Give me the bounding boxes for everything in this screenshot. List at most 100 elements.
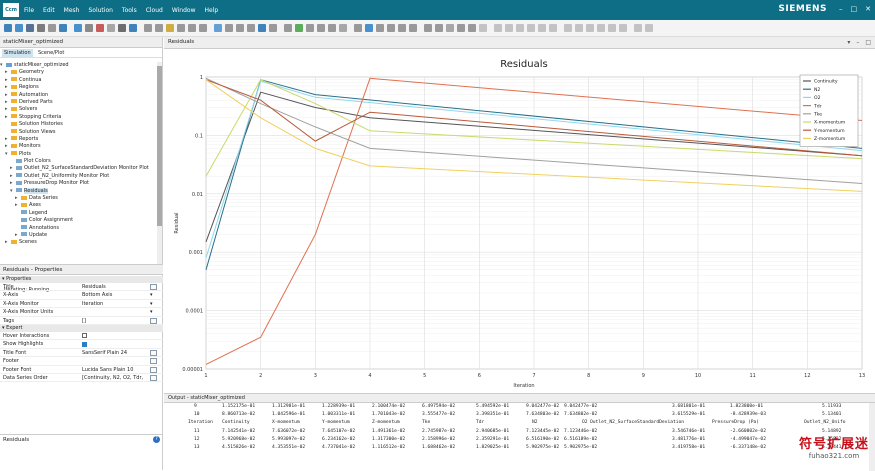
tree-item-monitors[interactable]: ▸ Monitors — [0, 143, 157, 150]
toolbar-button-icon[interactable] — [619, 24, 627, 32]
chevron-icon[interactable]: ▸ — [10, 165, 13, 172]
toolbar-button-icon[interactable] — [505, 24, 513, 32]
chevron-icon[interactable]: ▸ — [5, 113, 8, 120]
menu-item-file[interactable]: File — [24, 6, 35, 14]
toolbar-button-icon[interactable] — [564, 24, 572, 32]
toolbar-button-icon[interactable] — [85, 24, 93, 32]
property-value[interactable]: [] — [82, 317, 86, 324]
toolbar-button-icon[interactable] — [188, 24, 196, 32]
tree-item-outlet-n2-uniformity-monitor-plot[interactable]: ▸ Outlet_N2_Uniformity Monitor Plot — [0, 173, 157, 180]
property-value[interactable]: Bottom Axis — [82, 292, 113, 299]
maximize-view-icon[interactable]: □ — [865, 39, 871, 46]
toolbar-button-icon[interactable] — [177, 24, 185, 32]
property-row[interactable]: X-Axis Monitor Units ▾ — [0, 308, 163, 317]
chevron-icon[interactable]: ▸ — [5, 135, 8, 142]
menu-item-mesh[interactable]: Mesh — [63, 6, 80, 14]
toolbar-button-icon[interactable] — [387, 24, 395, 32]
chevron-icon[interactable]: ▸ — [5, 76, 8, 83]
toolbar-button-icon[interactable] — [516, 24, 524, 32]
toolbar-button-icon[interactable] — [457, 24, 465, 32]
chevron-icon[interactable]: ▸ — [15, 202, 18, 209]
toolbar-button-icon[interactable] — [295, 24, 303, 32]
ellipsis-button[interactable] — [150, 284, 157, 290]
chevron-icon[interactable]: ▸ — [5, 143, 8, 150]
tree-item-annotations[interactable]: Annotations — [0, 225, 157, 232]
menu-item-window[interactable]: Window — [171, 6, 196, 14]
help-icon[interactable]: ? — [153, 436, 160, 443]
chevron-icon[interactable]: ▾ — [10, 187, 13, 194]
tree-item-solution-histories[interactable]: Solution Histories — [0, 121, 157, 128]
tree-item-reports[interactable]: ▸ Reports — [0, 136, 157, 143]
toolbar-button-icon[interactable] — [59, 24, 67, 32]
toolbar-button-icon[interactable] — [376, 24, 384, 32]
toolbar-button-icon[interactable] — [435, 24, 443, 32]
chevron-icon[interactable]: ▸ — [15, 231, 18, 238]
tree-scrollbar[interactable] — [157, 62, 162, 272]
tab-simulation-file[interactable]: staticMixer_optimized — [3, 39, 64, 45]
toolbar-button-icon[interactable] — [494, 24, 502, 32]
tree-item-data-series[interactable]: ▸ Data Series — [0, 195, 157, 202]
toolbar-button-icon[interactable] — [258, 24, 266, 32]
tree-item-update[interactable]: ▸ Update — [0, 232, 157, 239]
tree-item-automation[interactable]: ▸ Automation — [0, 92, 157, 99]
toolbar-button-icon[interactable] — [26, 24, 34, 32]
property-row[interactable]: Title Font SansSerif Plain 24 — [0, 349, 163, 358]
toolbar-button-icon[interactable] — [575, 24, 583, 32]
toolbar-button-icon[interactable] — [225, 24, 233, 32]
chevron-icon[interactable]: ▸ — [5, 98, 8, 105]
toolbar-button-icon[interactable] — [37, 24, 45, 32]
minimize-icon[interactable]: – — [839, 5, 843, 13]
property-row[interactable]: Footer — [0, 357, 163, 366]
menu-icon[interactable]: ▾ — [847, 39, 851, 46]
chevron-icon[interactable]: ▸ — [5, 91, 8, 98]
toolbar-button-icon[interactable] — [634, 24, 642, 32]
toolbar-button-icon[interactable] — [199, 24, 207, 32]
chevron-icon[interactable]: ▸ — [15, 195, 18, 202]
toolbar-button-icon[interactable] — [538, 24, 546, 32]
ellipsis-button[interactable] — [150, 358, 157, 365]
toolbar-button-icon[interactable] — [247, 24, 255, 32]
chevron-icon[interactable]: ▾ — [5, 150, 8, 157]
toolbar-button-icon[interactable] — [527, 24, 535, 32]
toolbar-button-icon[interactable] — [398, 24, 406, 32]
subtab-simulation[interactable]: Simulation — [2, 49, 33, 57]
property-value[interactable]: Residuals — [82, 284, 106, 290]
chevron-icon[interactable]: ▸ — [10, 172, 13, 179]
tree-item-pressuredrop-monitor-plot[interactable]: ▸ PressureDrop Monitor Plot — [0, 180, 157, 187]
property-row[interactable]: Title Residuals — [0, 283, 163, 292]
property-checkbox[interactable] — [82, 341, 87, 347]
toolbar-button-icon[interactable] — [549, 24, 557, 32]
tree-item-outlet-n2-surfacestandarddeviation-monitor-plot[interactable]: ▸ Outlet_N2_SurfaceStandardDeviation Moni… — [0, 165, 157, 172]
property-row[interactable]: Show Highlights — [0, 340, 163, 349]
toolbar-button-icon[interactable] — [15, 24, 23, 32]
tree-item-stopping-criteria[interactable]: ▸ Stopping Criteria — [0, 114, 157, 121]
toolbar-button-icon[interactable] — [48, 24, 56, 32]
tree-item-continua[interactable]: ▸ Continua — [0, 77, 157, 84]
tree-item-axes[interactable]: ▸ Axes — [0, 202, 157, 209]
menu-item-help[interactable]: Help — [204, 6, 219, 14]
tree-item-solution-views[interactable]: Solution Views — [0, 129, 157, 136]
dropdown-chevron-icon[interactable]: ▾ — [150, 309, 153, 316]
toolbar-button-icon[interactable] — [645, 24, 653, 32]
properties-section[interactable]: ▾ Properties — [0, 276, 163, 283]
toolbar-button-icon[interactable] — [608, 24, 616, 32]
property-value[interactable]: [Continuity, N2, O2, Tdr, — [82, 374, 144, 381]
property-value[interactable]: Iteration — [82, 300, 104, 307]
properties-section[interactable]: ▾ Expert — [0, 324, 163, 332]
toolbar-button-icon[interactable] — [4, 24, 12, 32]
menu-item-edit[interactable]: Edit — [43, 6, 55, 14]
tree-root[interactable]: ▾ staticMixer_optimized — [0, 62, 69, 68]
toolbar-button-icon[interactable] — [317, 24, 325, 32]
tree-item-plot-colors[interactable]: Plot Colors — [0, 158, 157, 165]
ellipsis-button[interactable] — [150, 374, 157, 381]
dropdown-chevron-icon[interactable]: ▾ — [150, 300, 153, 307]
toolbar-button-icon[interactable] — [446, 24, 454, 32]
toolbar-button-icon[interactable] — [586, 24, 594, 32]
toolbar-button-icon[interactable] — [365, 24, 373, 32]
dropdown-chevron-icon[interactable]: ▾ — [150, 292, 153, 299]
property-value[interactable]: SansSerif Plain 24 — [82, 349, 128, 356]
property-row[interactable]: X-Axis Bottom Axis ▾ — [0, 291, 163, 300]
chevron-icon[interactable]: ▸ — [5, 106, 8, 113]
toolbar-button-icon[interactable] — [424, 24, 432, 32]
